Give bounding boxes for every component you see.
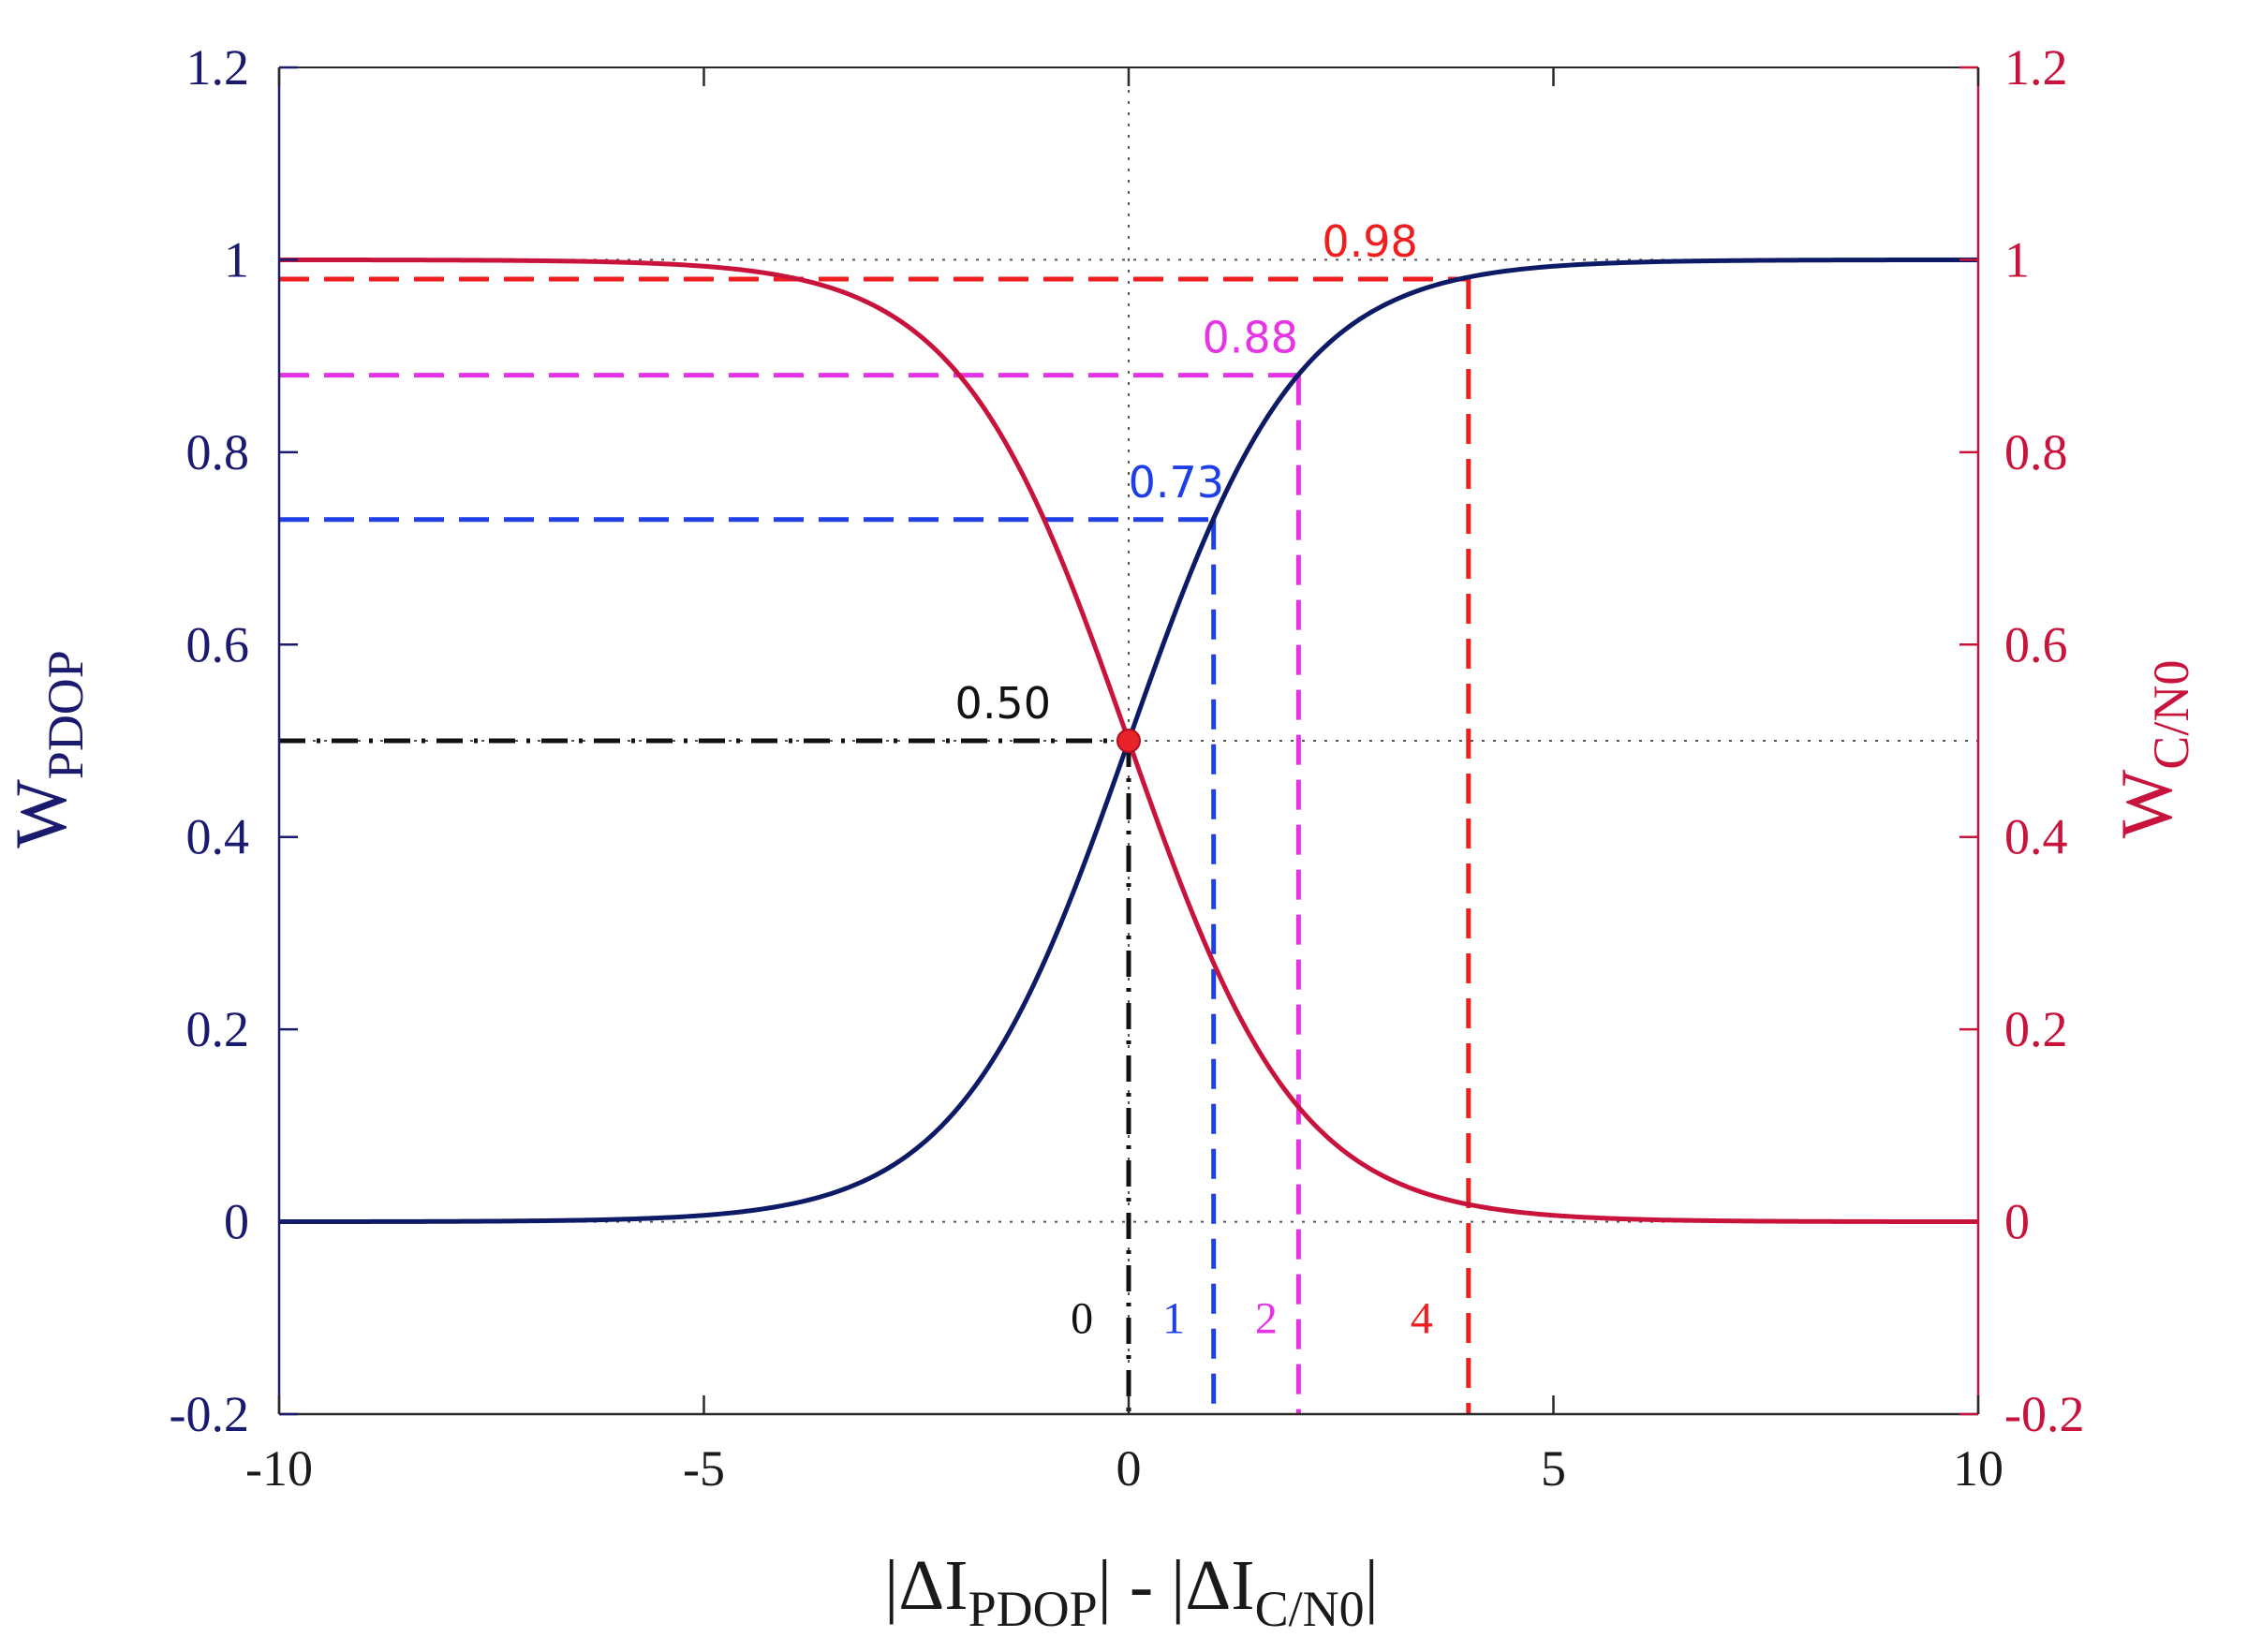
x-tick-label: 0 xyxy=(1116,1440,1142,1497)
marker-value-label: 0.98 xyxy=(1322,216,1417,267)
x-axis-title-pre: |ΔI xyxy=(884,1546,968,1625)
y-tick-label-right: 0.4 xyxy=(2004,809,2068,865)
y-tick-label-right: 1 xyxy=(2004,231,2030,288)
x-axis-title-mid: | - |ΔI xyxy=(1098,1546,1255,1625)
marker-x-label: 4 xyxy=(1411,1293,1433,1343)
y-axis-right-title: WC/N0 xyxy=(2106,660,2199,839)
y-tick-label-left: 0.8 xyxy=(186,424,250,480)
axes-frame xyxy=(277,66,1980,1416)
marker-value-label: 0.88 xyxy=(1202,313,1297,363)
chart-labels: -0.2 -0.2 0 0 0.2 0.2 0.4 0.4 0.6 0.6 0.8 0.8 1 1 1.2 1… xyxy=(170,39,2085,1497)
y-tick-label-left: 0.2 xyxy=(186,1001,250,1057)
y-axis-left-title-sub: PDOP xyxy=(37,650,94,779)
y-tick-label-left: 0 xyxy=(224,1194,249,1250)
x-tick-label: -10 xyxy=(245,1440,313,1497)
y-axis-left-title-main: W xyxy=(0,779,81,848)
marker-value-label: 0.73 xyxy=(1129,457,1224,508)
y-tick-label-left: 0.4 xyxy=(186,809,250,865)
y-tick-label-left: 0.6 xyxy=(186,616,250,672)
y-tick-label-left: -0.2 xyxy=(170,1386,249,1442)
x-axis-title-sub1: PDOP xyxy=(968,1581,1098,1637)
intersection-point xyxy=(1116,729,1141,753)
marker-value-label: 0.50 xyxy=(955,678,1051,729)
y-tick-label-right: -0.2 xyxy=(2004,1386,2084,1442)
y-tick-label-left: 1 xyxy=(224,231,249,288)
x-tick-label: 5 xyxy=(1541,1440,1566,1497)
series-lines xyxy=(279,257,1978,1225)
y-axis-right-title-sub: C/N0 xyxy=(2143,660,2199,770)
y-tick-label-right: 1.2 xyxy=(2004,39,2068,96)
y-tick-label-right: 0.8 xyxy=(2004,424,2068,480)
x-tick-label: 10 xyxy=(1953,1440,2003,1497)
y-tick-label-right: 0 xyxy=(2004,1194,2030,1250)
y-tick-label-right: 0.6 xyxy=(2004,616,2068,672)
y-tick-label-right: 0.2 xyxy=(2004,1001,2068,1057)
marker-x-label: 1 xyxy=(1162,1293,1185,1343)
marker-x-label: 2 xyxy=(1255,1293,1278,1343)
x-axis-title: |ΔIPDOP| - |ΔIC/N0| xyxy=(884,1546,1379,1637)
y-axis-left-title: WPDOP xyxy=(0,650,94,848)
x-axis-title-post: | xyxy=(1365,1546,1379,1625)
marker-x-label: 0 xyxy=(1071,1293,1093,1343)
y-axis-right-title-main: W xyxy=(2106,769,2187,838)
x-axis-title-sub2: C/N0 xyxy=(1255,1581,1365,1637)
marker-lines xyxy=(279,276,1471,1414)
y-tick-label-left: 1.2 xyxy=(186,39,250,96)
x-tick-label: -5 xyxy=(683,1440,725,1497)
